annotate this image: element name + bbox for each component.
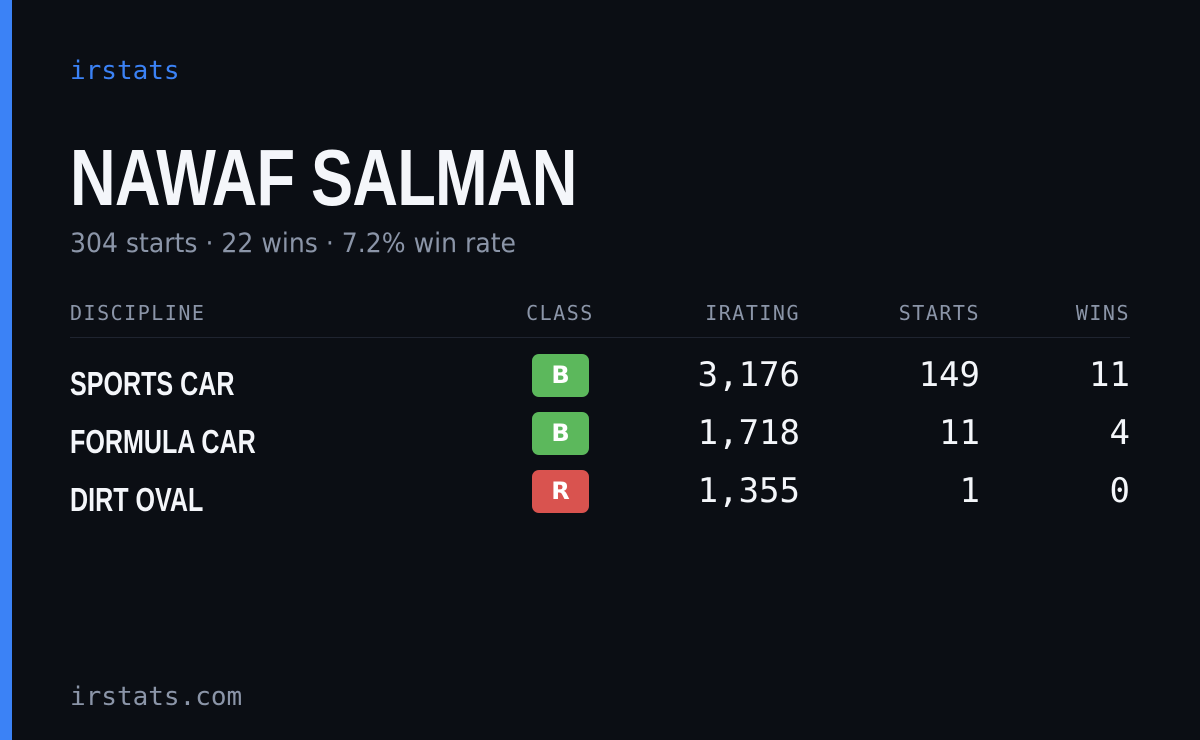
driver-name: NAWAF SALMAN bbox=[70, 133, 577, 222]
accent-bar bbox=[0, 0, 12, 740]
discipline: SPORTS CAR bbox=[70, 365, 235, 402]
wins: 11 bbox=[1089, 355, 1130, 395]
divider bbox=[70, 337, 1130, 338]
class-badge: B bbox=[532, 412, 589, 455]
brand: irstats bbox=[70, 56, 180, 86]
starts: 149 bbox=[918, 355, 980, 395]
starts: 11 bbox=[939, 413, 980, 453]
column-header: WINS bbox=[1075, 301, 1130, 325]
irating: 1,718 bbox=[697, 413, 800, 453]
column-header: CLASS bbox=[526, 301, 594, 325]
discipline: DIRT OVAL bbox=[70, 481, 204, 518]
column-header: STARTS bbox=[898, 301, 980, 325]
class-badge: B bbox=[532, 354, 589, 397]
wins: 4 bbox=[1109, 413, 1130, 453]
discipline: FORMULA CAR bbox=[70, 423, 256, 460]
class-badge: R bbox=[532, 470, 589, 513]
column-header: IRATING bbox=[705, 301, 800, 325]
irating: 1,355 bbox=[697, 471, 800, 511]
wins: 0 bbox=[1109, 471, 1130, 511]
footer: irstats.com bbox=[70, 682, 243, 712]
column-header: DISCIPLINE bbox=[70, 301, 206, 325]
summary: 304 starts · 22 wins · 7.2% win rate bbox=[70, 228, 517, 259]
starts: 1 bbox=[959, 471, 980, 511]
irating: 3,176 bbox=[697, 355, 800, 395]
